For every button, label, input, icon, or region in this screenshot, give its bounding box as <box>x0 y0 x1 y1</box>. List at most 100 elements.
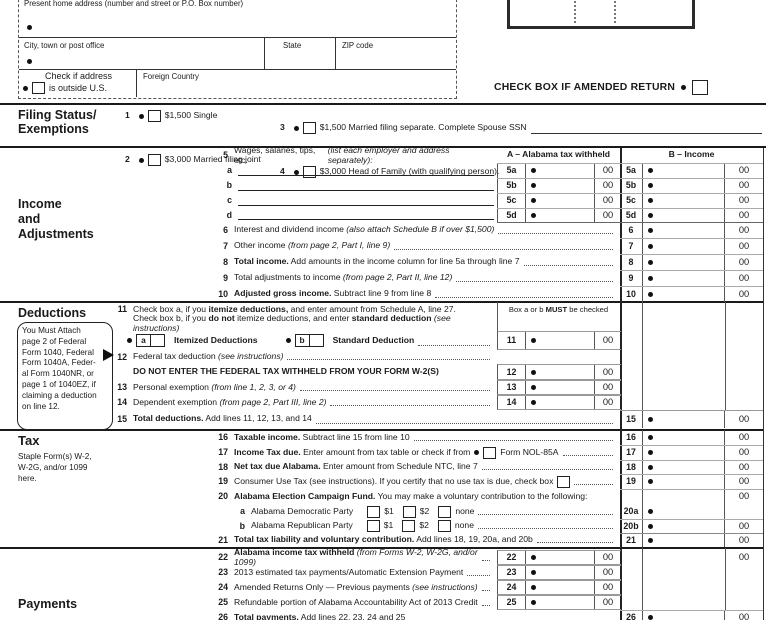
spouse-ssn-line[interactable] <box>530 132 762 134</box>
amount-line-label: 5a <box>620 163 643 178</box>
line-number: 10 <box>218 288 228 299</box>
entry-dot-icon <box>648 479 653 484</box>
line-text: and enter amount from Schedule A, line 2… <box>288 303 456 314</box>
entry-dot-icon <box>531 338 536 343</box>
amount-field[interactable] <box>643 238 724 254</box>
entry-dot-icon <box>531 198 536 203</box>
amount-field[interactable] <box>526 332 594 349</box>
entry-dot-icon <box>648 291 653 297</box>
amount-field-a[interactable] <box>526 178 594 193</box>
filing-single-checkbox[interactable] <box>147 110 161 122</box>
cents-label: 00 <box>724 533 763 547</box>
amount-line-label: 21 <box>620 533 643 547</box>
line-number: 24 <box>218 582 228 593</box>
amount-field[interactable] <box>643 222 724 238</box>
city-field[interactable]: City, town or post office <box>19 38 264 69</box>
amount-field[interactable] <box>526 365 594 379</box>
line-number: 23 <box>218 567 228 578</box>
filing-married-joint-checkbox[interactable] <box>147 154 161 166</box>
form-line-22: 22 Alabama income tax withheld (from For… <box>0 547 770 566</box>
form-line-19: 19 Consumer Use Tax (see instructions). … <box>0 474 770 489</box>
dotted-leader <box>481 604 490 606</box>
line-number: 12 <box>117 351 127 362</box>
form-line-20: 20 Alabama Election Campaign Fund. You m… <box>0 489 770 504</box>
amount-field[interactable] <box>643 254 724 270</box>
democratic-2-checkbox[interactable] <box>402 505 416 518</box>
itemized-deductions-checkbox[interactable] <box>150 334 165 347</box>
employer-line[interactable] <box>238 189 494 191</box>
line-number: 17 <box>218 447 228 458</box>
line-number: 9 <box>223 272 228 283</box>
employer-line[interactable] <box>238 174 494 176</box>
amount-line-label: 22 <box>498 551 526 564</box>
cents-label: 00 <box>724 286 763 302</box>
amount-line-label: 20b <box>620 519 643 533</box>
amount-field[interactable] <box>643 504 724 519</box>
amount-field-b[interactable] <box>643 208 724 222</box>
amount-field[interactable] <box>526 396 594 409</box>
zip-field[interactable]: ZIP code <box>335 38 456 69</box>
democratic-1-checkbox[interactable] <box>367 505 381 518</box>
amount-field[interactable] <box>643 411 724 428</box>
employer-line[interactable] <box>238 218 494 220</box>
standard-deduction-checkbox[interactable] <box>308 334 324 347</box>
amount-field[interactable] <box>526 581 594 594</box>
home-address-field[interactable]: Present home address (number and street … <box>19 0 456 38</box>
form-line-25: 25 Refundable portion of Alabama Account… <box>0 595 770 610</box>
employer-line[interactable] <box>238 204 494 206</box>
amount-field[interactable] <box>643 519 724 533</box>
line-number: 19 <box>218 476 228 487</box>
amount-field[interactable] <box>643 445 724 460</box>
amount-line-label: 6 <box>620 222 643 238</box>
amount-line-label: 24 <box>498 581 526 594</box>
amount-field[interactable] <box>643 430 724 445</box>
amount-field[interactable] <box>526 381 594 394</box>
amount-field[interactable] <box>526 566 594 579</box>
amount-field[interactable] <box>643 460 724 474</box>
dotted-leader <box>481 468 613 470</box>
line-text: Alabama Democratic Party <box>251 505 354 516</box>
box-a-label: a <box>136 334 151 347</box>
entry-dot-icon <box>648 417 653 422</box>
note-line: al Form 1040NR, or <box>22 369 94 379</box>
amount-field[interactable] <box>643 610 724 620</box>
entry-dot-icon <box>648 450 653 455</box>
ssn-box[interactable] <box>507 0 695 29</box>
amount-field[interactable] <box>643 270 724 286</box>
nol-85a-checkbox[interactable] <box>483 446 497 459</box>
republican-2-checkbox[interactable] <box>402 520 416 532</box>
amount-field[interactable] <box>643 286 724 302</box>
cents-label: 00 <box>724 270 763 286</box>
amount-field-b[interactable] <box>643 163 724 178</box>
foreign-country-field[interactable]: Foreign Country <box>136 70 456 97</box>
republican-1-checkbox[interactable] <box>366 520 380 532</box>
payments-section-label: Payments <box>18 597 78 611</box>
democratic-none-checkbox[interactable] <box>438 505 452 518</box>
amount-field[interactable] <box>526 551 594 564</box>
entry-dot-icon <box>138 113 144 119</box>
income-section-label-1: Income <box>18 197 62 211</box>
amount-field-a[interactable] <box>526 193 594 208</box>
amount-field[interactable] <box>643 533 724 547</box>
form-line-20b: b Alabama Republican Party $1 $2 none 20… <box>0 519 770 533</box>
form-line-11-text2: Check box b, if you do not itemize deduc… <box>0 313 770 333</box>
line-number: 11 <box>117 304 127 315</box>
amount-field[interactable] <box>643 474 724 489</box>
no-use-tax-checkbox[interactable] <box>557 475 571 488</box>
amount-field-b[interactable] <box>643 193 724 208</box>
amount-field[interactable] <box>526 596 594 609</box>
contribution-option: $2 <box>419 505 430 516</box>
state-field[interactable]: State <box>264 38 335 69</box>
outside-us-checkbox[interactable] <box>32 82 45 94</box>
form-line-17: 17 Income Tax due. Enter amount from tax… <box>0 445 770 460</box>
contribution-option: none <box>455 505 475 516</box>
amount-field-a[interactable] <box>526 208 594 222</box>
amount-field-b[interactable] <box>643 178 724 193</box>
amount-field-a[interactable] <box>526 163 594 178</box>
filing-married-separate-checkbox[interactable] <box>302 122 316 134</box>
republican-none-checkbox[interactable] <box>437 520 451 532</box>
amended-return-checkbox[interactable] <box>692 80 709 95</box>
cents-label: 00 <box>594 332 621 349</box>
entry-dot-icon <box>531 369 536 375</box>
